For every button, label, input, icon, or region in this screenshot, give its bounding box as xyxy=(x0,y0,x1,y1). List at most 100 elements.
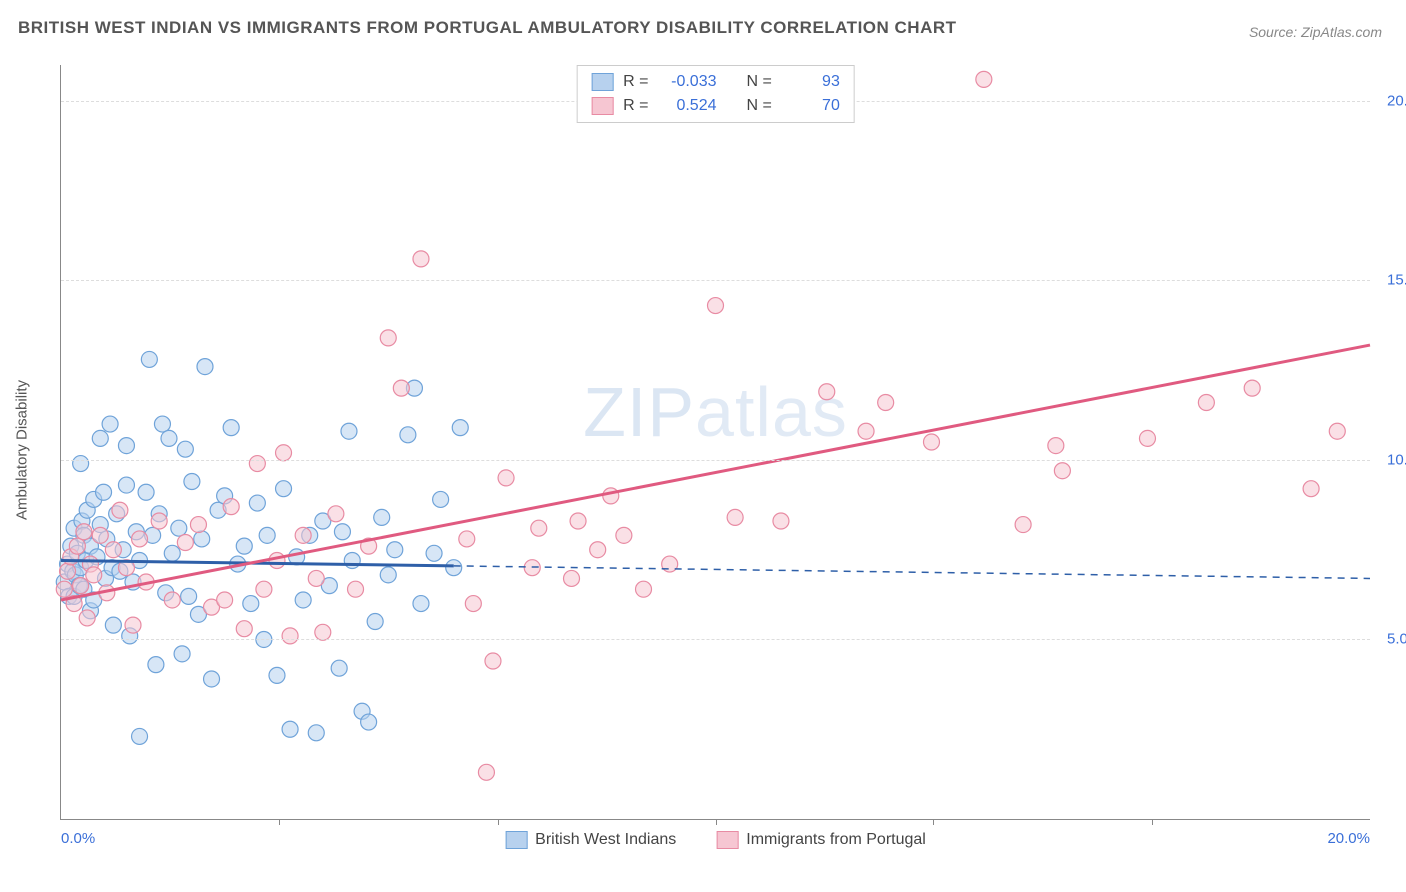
point-blue xyxy=(184,473,200,489)
point-pink xyxy=(76,524,92,540)
point-blue xyxy=(446,560,462,576)
point-blue xyxy=(73,456,89,472)
x-tick-label: 0.0% xyxy=(61,830,95,847)
point-pink xyxy=(132,531,148,547)
point-pink xyxy=(531,520,547,536)
point-pink xyxy=(616,527,632,543)
x-tick-minor xyxy=(498,819,499,825)
point-pink xyxy=(79,610,95,626)
point-pink xyxy=(393,380,409,396)
gridline-h xyxy=(61,280,1370,281)
stats-row-blue: R = -0.033 N = 93 xyxy=(591,70,840,94)
point-blue xyxy=(341,423,357,439)
point-pink xyxy=(1198,395,1214,411)
x-tick-minor xyxy=(1152,819,1153,825)
point-pink xyxy=(328,506,344,522)
point-blue xyxy=(308,725,324,741)
stats-row-pink: R = 0.524 N = 70 xyxy=(591,94,840,118)
point-blue xyxy=(118,438,134,454)
legend-label-pink: Immigrants from Portugal xyxy=(746,831,926,849)
point-blue xyxy=(413,596,429,612)
point-pink xyxy=(125,617,141,633)
point-blue xyxy=(295,592,311,608)
point-blue xyxy=(171,520,187,536)
point-pink xyxy=(819,384,835,400)
point-blue xyxy=(197,359,213,375)
point-pink xyxy=(570,513,586,529)
point-pink xyxy=(112,502,128,518)
point-pink xyxy=(256,581,272,597)
point-pink xyxy=(164,592,180,608)
n-value-pink: 70 xyxy=(782,94,840,118)
point-pink xyxy=(86,567,102,583)
point-pink xyxy=(1329,423,1345,439)
point-pink xyxy=(878,395,894,411)
point-pink xyxy=(773,513,789,529)
point-blue xyxy=(367,614,383,630)
y-tick-label: 15.0% xyxy=(1375,272,1406,289)
swatch-pink xyxy=(716,831,738,849)
point-blue xyxy=(276,481,292,497)
point-pink xyxy=(249,456,265,472)
point-pink xyxy=(308,570,324,586)
point-blue xyxy=(344,552,360,568)
point-pink xyxy=(282,628,298,644)
point-blue xyxy=(204,671,220,687)
point-pink xyxy=(105,542,121,558)
x-tick-minor xyxy=(279,819,280,825)
point-blue xyxy=(194,531,210,547)
point-pink xyxy=(1048,438,1064,454)
swatch-pink xyxy=(591,97,613,115)
point-blue xyxy=(105,617,121,633)
gridline-h xyxy=(61,639,1370,640)
point-pink xyxy=(276,445,292,461)
y-tick-label: 20.0% xyxy=(1375,92,1406,109)
point-blue xyxy=(236,538,252,554)
point-blue xyxy=(223,420,239,436)
point-blue xyxy=(181,588,197,604)
point-pink xyxy=(485,653,501,669)
swatch-blue xyxy=(505,831,527,849)
point-pink xyxy=(1015,517,1031,533)
n-label: N = xyxy=(747,94,772,118)
r-label: R = xyxy=(623,70,648,94)
legend-item-blue: British West Indians xyxy=(505,831,676,849)
point-pink xyxy=(1139,430,1155,446)
point-blue xyxy=(243,596,259,612)
x-tick-minor xyxy=(716,819,717,825)
y-tick-label: 5.0% xyxy=(1375,631,1406,648)
point-pink xyxy=(459,531,475,547)
x-tick-minor xyxy=(933,819,934,825)
trend-line-pink xyxy=(61,345,1370,600)
point-blue xyxy=(96,484,112,500)
x-tick-label: 20.0% xyxy=(1327,830,1370,847)
point-pink xyxy=(976,71,992,87)
point-blue xyxy=(269,667,285,683)
point-blue xyxy=(177,441,193,457)
point-pink xyxy=(223,499,239,515)
point-pink xyxy=(177,535,193,551)
chart-title: BRITISH WEST INDIAN VS IMMIGRANTS FROM P… xyxy=(18,18,957,38)
bottom-legend: British West Indians Immigrants from Por… xyxy=(505,831,926,849)
point-pink xyxy=(498,470,514,486)
point-pink xyxy=(478,764,494,780)
point-pink xyxy=(295,527,311,543)
point-blue xyxy=(259,527,275,543)
point-pink xyxy=(56,581,72,597)
point-blue xyxy=(331,660,347,676)
point-blue xyxy=(387,542,403,558)
point-blue xyxy=(102,416,118,432)
swatch-blue xyxy=(591,73,613,91)
point-pink xyxy=(603,488,619,504)
point-pink xyxy=(217,592,233,608)
point-pink xyxy=(348,581,364,597)
point-blue xyxy=(400,427,416,443)
point-blue xyxy=(249,495,265,511)
point-pink xyxy=(662,556,678,572)
point-pink xyxy=(708,298,724,314)
point-pink xyxy=(858,423,874,439)
point-blue xyxy=(380,567,396,583)
stats-legend-box: R = -0.033 N = 93 R = 0.524 N = 70 xyxy=(576,65,855,123)
point-blue xyxy=(334,524,350,540)
point-blue xyxy=(174,646,190,662)
